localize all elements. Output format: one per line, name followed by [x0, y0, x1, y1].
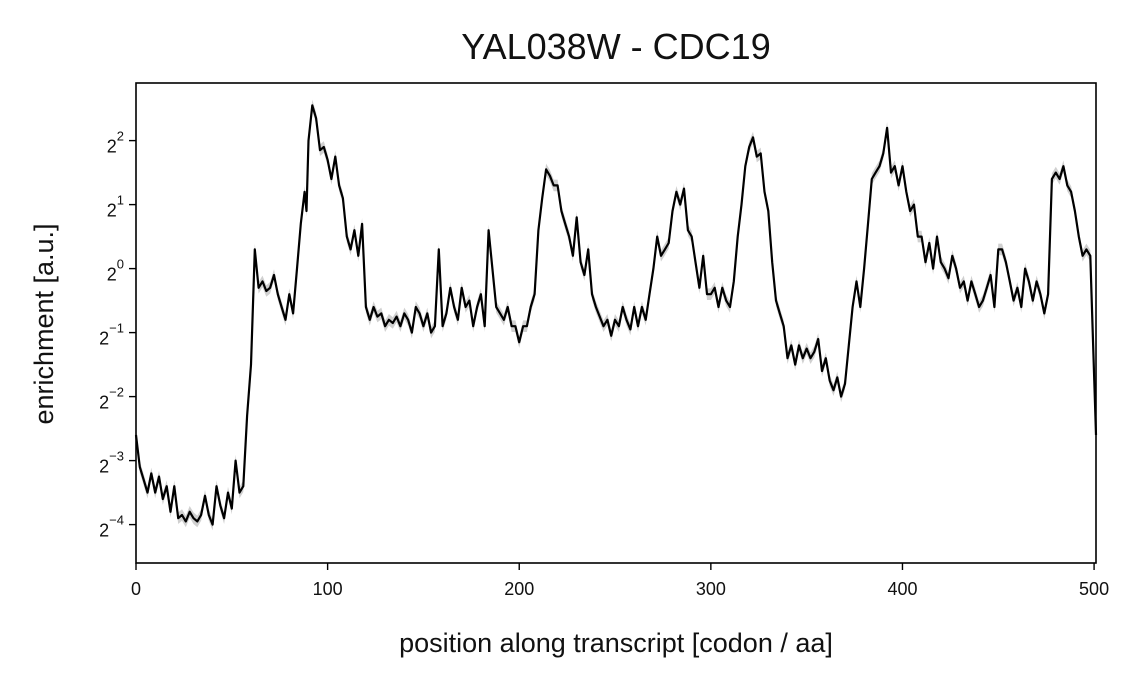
- x-axis-ticks: 0 100 200 300 400 500: [131, 563, 1109, 599]
- chart-title: YAL038W - CDC19: [461, 26, 770, 67]
- x-axis-label: position along transcript [codon / aa]: [399, 628, 833, 658]
- series-line-layer: [134, 104, 1098, 526]
- x-tick-label: 100: [313, 579, 343, 599]
- y-tick-label: 20: [107, 257, 124, 285]
- y-tick-label: 2−3: [99, 449, 124, 477]
- y-tick-label: 2−4: [99, 513, 124, 541]
- confidence-band-layer: [136, 99, 1096, 531]
- x-tick-label: 200: [504, 579, 534, 599]
- y-tick-label: 2−2: [99, 385, 124, 413]
- y-axis-label: enrichment [a.u.]: [29, 223, 59, 424]
- x-tick-label: 0: [131, 579, 141, 599]
- y-axis-ticks: 22 21 20 2−1 2−2 2−3 2−4: [99, 129, 136, 541]
- x-tick-label: 500: [1079, 579, 1109, 599]
- confidence-band: [136, 99, 1096, 531]
- x-tick-label: 400: [887, 579, 917, 599]
- x-tick-label: 300: [696, 579, 726, 599]
- y-tick-label: 21: [107, 193, 124, 221]
- y-tick-label: 2−1: [99, 321, 124, 349]
- y-tick-label: 22: [107, 129, 124, 157]
- plot-frame: [135, 82, 1097, 564]
- series-line: [134, 104, 1098, 526]
